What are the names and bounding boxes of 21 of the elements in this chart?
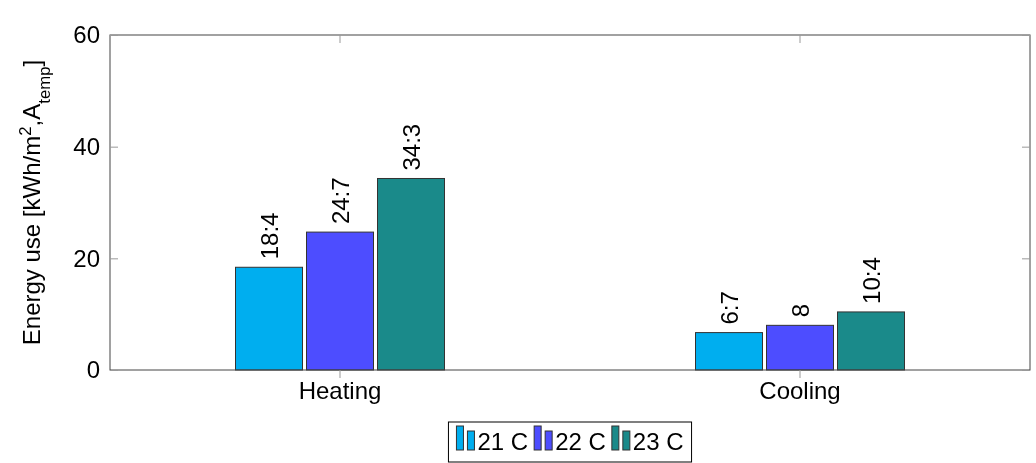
x-tick-label: Heating <box>298 377 382 405</box>
bar <box>235 266 303 371</box>
legend-label: 21 C <box>477 428 529 455</box>
data-label: 10:4 <box>858 257 885 304</box>
data-label: 34:3 <box>398 123 425 171</box>
x-tick-label: Cooling <box>759 377 841 405</box>
legend-label: 23 C <box>632 428 684 455</box>
data-label: 18:4 <box>256 212 283 260</box>
y-tick-label: 60 <box>73 21 100 49</box>
y-tick-label: 0 <box>86 356 100 384</box>
data-label: 24:7 <box>327 177 354 225</box>
bar <box>306 231 374 371</box>
data-label: 6:7 <box>716 291 743 325</box>
bar <box>766 324 834 371</box>
bar <box>695 332 763 371</box>
y-tick-label: 20 <box>73 244 100 272</box>
bar <box>377 177 445 371</box>
bar <box>837 311 905 371</box>
data-label: 8 <box>787 303 814 318</box>
legend-label: 22 C <box>555 428 606 455</box>
y-tick-label: 40 <box>73 132 100 160</box>
